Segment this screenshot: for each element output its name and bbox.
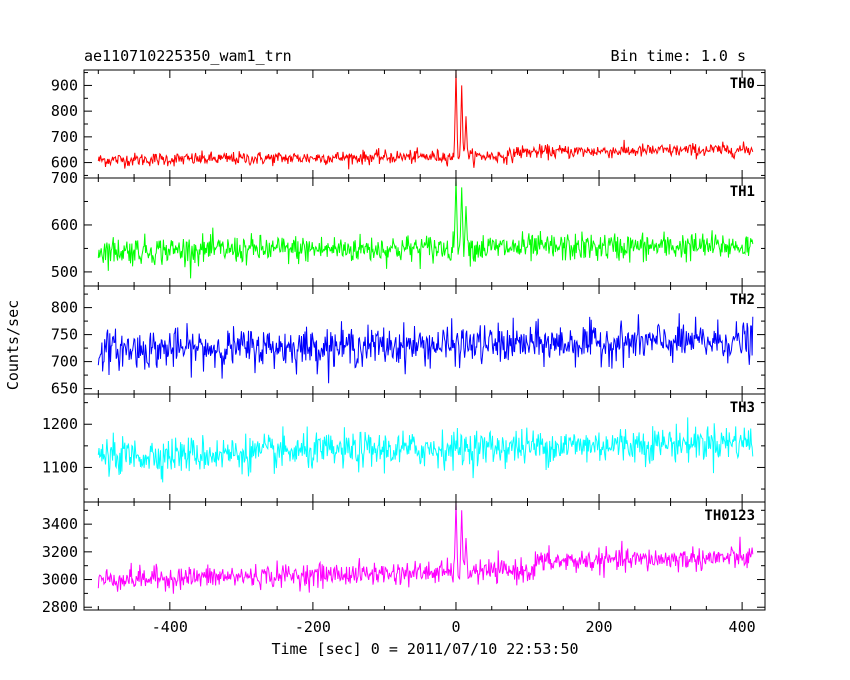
y-tick-label: 700 xyxy=(51,353,78,371)
title-left: ae110710225350_wam1_trn xyxy=(84,47,292,65)
y-tick-label: 3400 xyxy=(42,515,78,533)
y-tick-label: 600 xyxy=(51,154,78,172)
panel-label-th2: TH2 xyxy=(730,292,755,308)
panel-th0: 600 700 800 900 TH0 xyxy=(51,69,766,179)
x-tick-label: -200 xyxy=(295,618,331,636)
panel-label-th0123: TH0123 xyxy=(704,508,755,524)
x-tick-label: 200 xyxy=(585,618,612,636)
panel-label-th3: TH3 xyxy=(730,400,755,416)
y-tick-label: 3200 xyxy=(42,543,78,561)
panel-th1: 500 600 700 TH1 xyxy=(51,169,766,287)
y-axis-label: Counts/sec xyxy=(4,300,22,390)
y-tick-label: 1100 xyxy=(42,458,78,476)
y-tick-label: 800 xyxy=(51,102,78,120)
y-tick-label: 750 xyxy=(51,326,78,344)
y-tick-label: 800 xyxy=(51,299,78,317)
y-tick-label: 900 xyxy=(51,76,78,94)
y-tick-label: 500 xyxy=(51,263,78,281)
panel-label-th1: TH1 xyxy=(730,184,755,200)
y-tick-label: 700 xyxy=(51,169,78,187)
y-tick-label: 3000 xyxy=(42,571,78,589)
series-line-th2 xyxy=(97,313,754,384)
panel-frame xyxy=(83,501,766,611)
y-tick-label: 700 xyxy=(51,128,78,146)
panel-frame xyxy=(83,393,766,503)
x-tick-label: -400 xyxy=(152,618,188,636)
y-tick-label: 650 xyxy=(51,380,78,398)
series-line-th0 xyxy=(97,70,754,170)
series-line-th3 xyxy=(97,417,754,483)
y-tick-label: 600 xyxy=(51,216,78,234)
panel-th2: 650 700 750 800 TH2 xyxy=(51,285,766,398)
y-tick-label: 2800 xyxy=(42,598,78,616)
panel-label-th0: TH0 xyxy=(730,76,755,92)
x-axis-label: Time [sec] 0 = 2011/07/10 22:53:50 xyxy=(271,640,578,658)
panel-frame xyxy=(83,69,766,179)
series-line-th0123 xyxy=(97,502,754,594)
series-line-th1 xyxy=(97,178,754,279)
x-tick-label: 400 xyxy=(729,618,756,636)
panel-frame xyxy=(83,177,766,287)
y-tick-label: 1200 xyxy=(42,415,78,433)
x-tick-label: 0 xyxy=(451,618,460,636)
panel-th3: 1100 1200 TH3 xyxy=(42,393,766,503)
title-right: Bin time: 1.0 s xyxy=(611,47,746,65)
panel-th0123: 2800 3000 3200 3400 TH0123 xyxy=(42,501,766,616)
